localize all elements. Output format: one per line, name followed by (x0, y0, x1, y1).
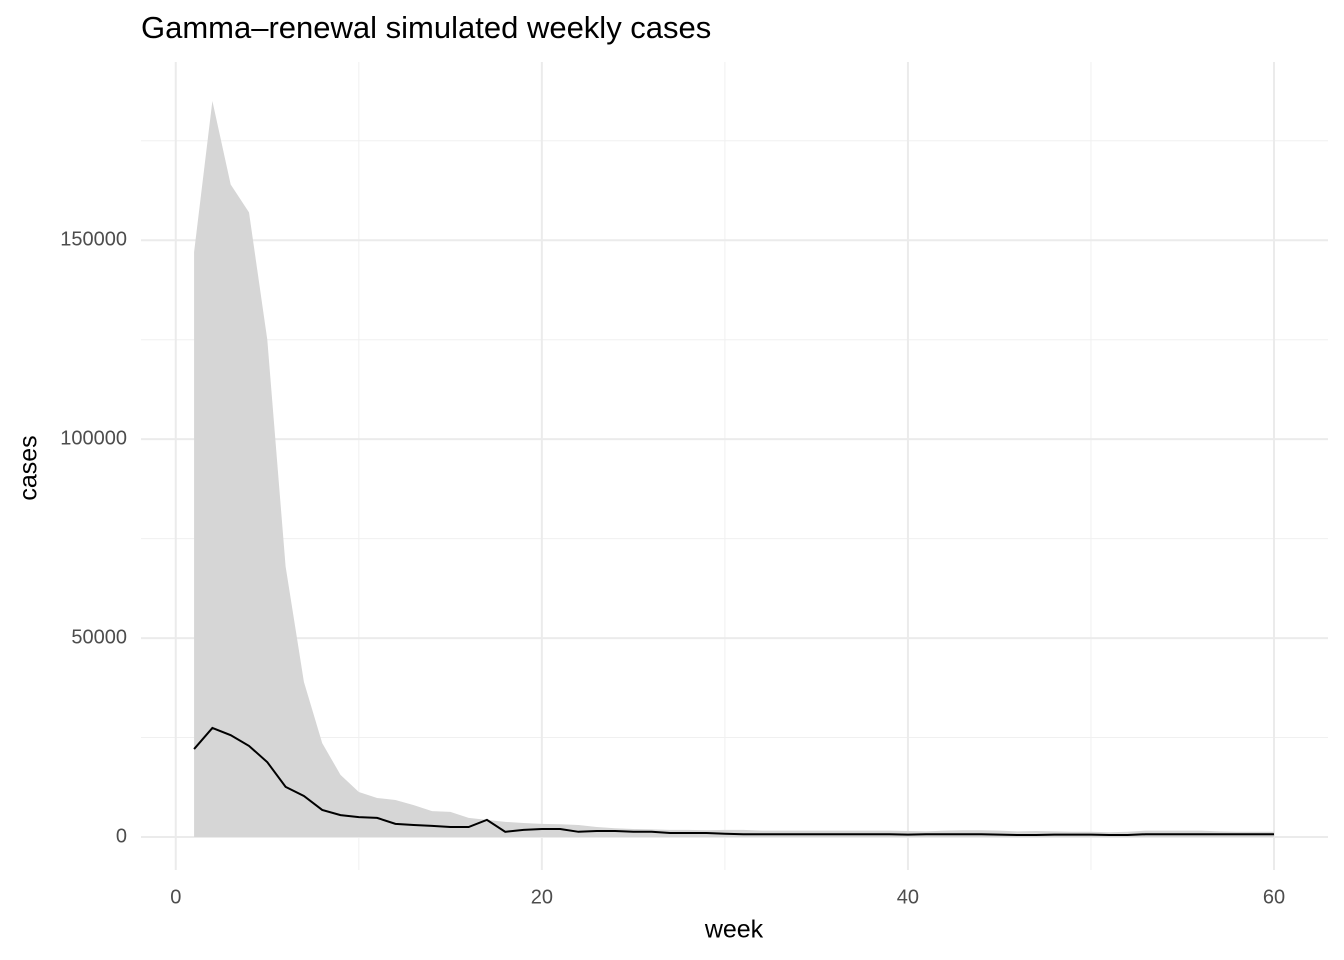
y-tick-label: 50000 (71, 626, 127, 648)
x-tick-label: 20 (531, 886, 553, 908)
y-tick-label: 150000 (60, 229, 127, 251)
ribbon-area (194, 100, 1275, 837)
x-tick-label: 60 (1263, 886, 1285, 908)
y-tick-label: 100000 (60, 427, 127, 449)
x-tick-label: 40 (897, 886, 919, 908)
line (193, 726, 1274, 836)
x-tick-label: 0 (170, 886, 181, 908)
y-tick-label: 0 (116, 825, 127, 847)
y-axis-label: cases (15, 435, 43, 500)
chart-title: Gamma–renewal simulated weekly cases (141, 10, 711, 45)
x-axis-label: week (704, 916, 764, 944)
